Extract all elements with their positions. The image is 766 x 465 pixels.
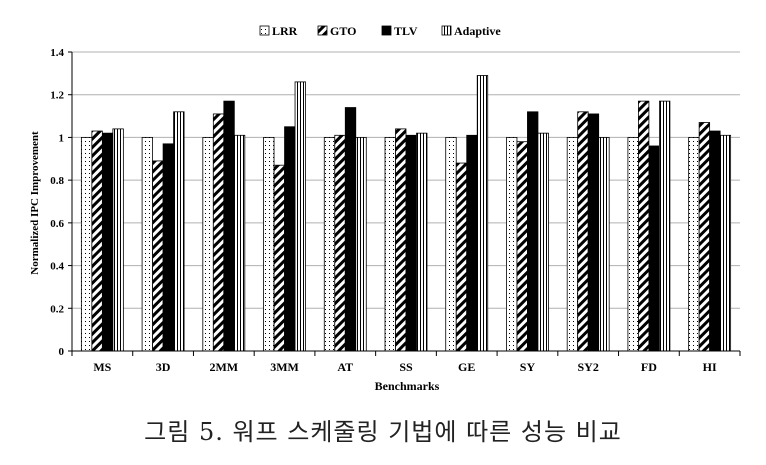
bar-adaptive-at (355, 137, 367, 352)
bar-tlv-sy2 (587, 113, 600, 352)
bar-adaptive-3d (173, 111, 185, 352)
legend-label-tlv: TLV (394, 24, 418, 38)
x-tick-label-sy: SY (520, 360, 536, 374)
axes: 0 0.2 0.4 0.6 0.8 1 1.2 1.4 MS 3D 2MM 3MM AT SS GE SY SY… (50, 47, 741, 374)
bar-lrr-ge (445, 137, 457, 352)
bar-lrr-ms (80, 137, 93, 352)
x-tick-label-ge: GE (458, 360, 475, 374)
x-tick-label-at: AT (337, 360, 353, 374)
legend-label-gto: GTO (330, 24, 356, 38)
bars-group (80, 75, 732, 352)
y-tick-label: 0.2 (50, 303, 64, 315)
bar-tlv-fd (648, 145, 660, 352)
bar-lrr-2mm (202, 137, 214, 352)
bar-gto-2mm (212, 113, 225, 352)
bar-gto-at (334, 134, 346, 352)
bar-adaptive-3mm (294, 81, 306, 352)
bar-tlv-ss (405, 134, 417, 352)
bar-adaptive-2mm (233, 134, 246, 352)
bar-gto-3d (152, 160, 164, 352)
bar-gto-ms (91, 130, 103, 352)
bar-lrr-ss (384, 137, 396, 352)
legend-swatch-tlv (381, 25, 392, 36)
bar-adaptive-ss (416, 132, 428, 352)
bar-tlv-3d (162, 143, 174, 352)
bar-tlv-hi (709, 130, 721, 352)
ipc-bar-chart: LRR GTO TLV Adaptive 0 0.2 0.4 0.6 0.8 1 1.2 1.4 MS… (29, 24, 741, 393)
bar-gto-3mm (273, 164, 285, 352)
y-tick-label: 0.4 (50, 261, 64, 273)
bar-gto-sy (516, 141, 528, 352)
bar-lrr-sy2 (566, 137, 579, 352)
legend-swatch-lrr (259, 25, 270, 36)
bar-gto-fd (638, 100, 650, 352)
x-tick-label-ms: MS (93, 360, 111, 374)
y-axis-label: Normalized IPC Improvement (29, 131, 41, 275)
bar-adaptive-fd (659, 100, 671, 352)
y-tick-label: 1 (59, 132, 65, 144)
y-tick-label: 0.8 (50, 175, 64, 187)
y-tick-label: 0 (59, 346, 65, 358)
x-tick-label-hi: HI (703, 360, 717, 374)
legend: LRR GTO TLV Adaptive (259, 24, 501, 38)
bar-lrr-hi (688, 137, 700, 352)
legend-swatch-gto (317, 25, 328, 36)
bar-lrr-fd (627, 137, 639, 352)
y-tick-label: 1.4 (50, 47, 64, 59)
bar-lrr-3mm (263, 137, 275, 352)
bar-tlv-ms (101, 132, 114, 352)
x-tick-label-ss: SS (399, 360, 413, 374)
x-tick-label-sy2: SY2 (578, 360, 599, 374)
x-axis-label: Benchmarks (375, 379, 440, 393)
legend-swatch-adaptive (441, 25, 452, 36)
bar-tlv-at (344, 107, 357, 352)
bar-lrr-sy (506, 137, 518, 352)
bar-tlv-ge (466, 134, 478, 352)
bar-gto-ss (395, 128, 407, 352)
figure-caption: 그림 5. 워프 스케줄링 기법에 따른 성능 비교 (144, 418, 622, 446)
x-tick-label-fd: FD (641, 360, 657, 374)
bar-gto-hi (698, 122, 711, 352)
x-tick-label-3d: 3D (156, 360, 171, 374)
bar-adaptive-sy2 (598, 137, 610, 352)
y-tick-label: 0.6 (50, 218, 64, 230)
legend-label-adaptive: Adaptive (454, 24, 501, 38)
x-tick-label-2mm: 2MM (209, 360, 238, 374)
bar-lrr-3d (141, 137, 153, 352)
bar-adaptive-ge (476, 75, 489, 352)
x-tick-label-3mm: 3MM (270, 360, 299, 374)
legend-label-lrr: LRR (272, 24, 298, 38)
bar-gto-sy2 (577, 111, 589, 352)
bar-tlv-3mm (284, 126, 296, 352)
bar-tlv-sy (527, 111, 539, 352)
bar-adaptive-ms (112, 128, 124, 352)
bar-tlv-2mm (223, 100, 235, 352)
bar-adaptive-sy (537, 132, 549, 352)
y-tick-label: 1.2 (50, 90, 64, 102)
bar-lrr-at (323, 137, 336, 352)
bar-gto-ge (455, 162, 468, 352)
bar-adaptive-hi (719, 134, 732, 352)
